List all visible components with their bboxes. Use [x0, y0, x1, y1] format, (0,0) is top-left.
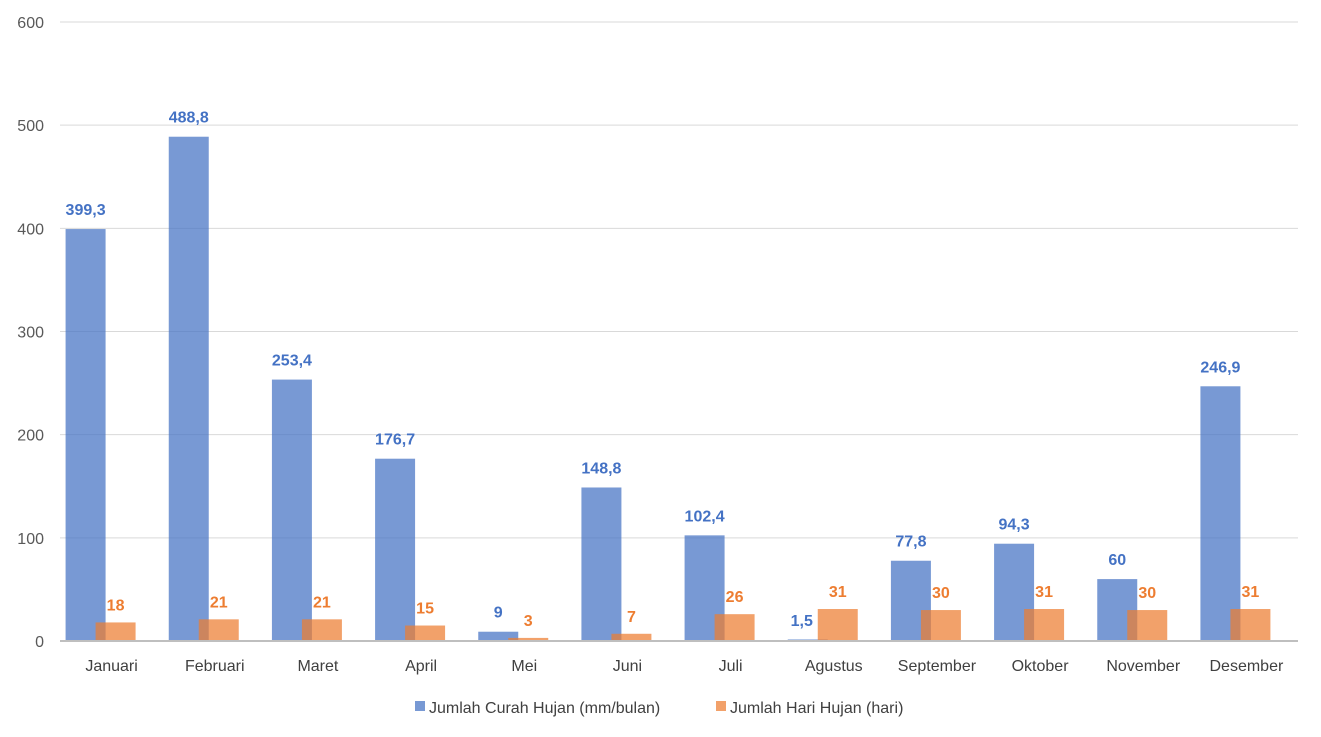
y-axis-ticks: 0 100 200 300 400 500 600	[17, 15, 44, 651]
data-label-rainfall: 77,8	[895, 534, 926, 551]
data-label-rainfall: 9	[494, 605, 503, 622]
data-label-rain-days: 21	[210, 594, 228, 611]
legend-label-rainfall: Jumlah Curah Hujan (mm/bulan)	[429, 700, 660, 717]
bar-rain-days	[198, 619, 239, 641]
legend-swatch-rainfall	[415, 701, 425, 711]
x-category-label: Januari	[85, 658, 137, 675]
bar-rain-days	[714, 614, 755, 641]
bar-rain-days	[611, 633, 652, 641]
x-category-label: September	[898, 658, 977, 675]
data-label-rainfall: 253,4	[272, 353, 312, 370]
y-tick-label: 100	[17, 531, 44, 548]
data-label-rainfall: 176,7	[375, 432, 415, 449]
bar-rain-days	[1230, 609, 1271, 641]
bar-rainfall	[168, 136, 209, 642]
legend-swatch-rain-days	[716, 701, 726, 711]
bar-rainfall	[65, 229, 106, 642]
data-label-rainfall: 246,9	[1200, 359, 1240, 376]
data-label-rain-days: 31	[1242, 584, 1260, 601]
category-labels: Januari Februari Maret April Mei Juni Juli Agus…	[85, 658, 1284, 675]
bar-rainfall	[271, 379, 312, 641]
gridlines	[60, 21, 1298, 539]
x-category-label: Februari	[185, 658, 245, 675]
x-category-label: Mei	[511, 658, 537, 675]
bar-rain-days	[1024, 609, 1065, 641]
data-label-rain-days: 21	[313, 594, 331, 611]
bar-rain-days	[920, 610, 961, 641]
bar-rainfall	[581, 487, 622, 641]
data-label-rainfall: 488,8	[169, 110, 209, 127]
data-label-rain-days: 30	[932, 585, 950, 602]
bar-rain-days	[301, 619, 342, 641]
data-label-rainfall: 399,3	[66, 202, 106, 219]
data-label-rain-days: 31	[829, 584, 847, 601]
data-label-rain-days: 7	[627, 609, 636, 626]
legend: Jumlah Curah Hujan (mm/bulan) Jumlah Har…	[415, 700, 903, 717]
data-label-rainfall: 94,3	[999, 517, 1030, 534]
y-tick-label: 200	[17, 428, 44, 445]
x-category-label: April	[405, 658, 437, 675]
x-category-label: Agustus	[805, 658, 863, 675]
bars	[65, 136, 1271, 642]
x-category-label: Oktober	[1012, 658, 1070, 675]
x-category-label: Juli	[719, 658, 743, 675]
x-category-label: Juni	[613, 658, 642, 675]
data-labels: 399,3 18 488,8 21 253,4 21 176,7 15 9 3 148,8 7 102,…	[66, 110, 1260, 630]
data-label-rain-days: 15	[416, 601, 434, 618]
legend-label-rain-days: Jumlah Hari Hujan (hari)	[730, 700, 903, 717]
y-tick-label: 400	[17, 221, 44, 238]
bar-rainfall	[1200, 386, 1241, 641]
data-label-rain-days: 18	[107, 597, 125, 614]
data-label-rain-days: 3	[524, 613, 533, 630]
bar-rainfall	[478, 631, 519, 641]
x-category-label: Maret	[297, 658, 338, 675]
y-tick-label: 300	[17, 325, 44, 342]
bar-rain-days	[405, 625, 446, 641]
x-category-label: Desember	[1210, 658, 1284, 675]
bar-rain-days	[95, 622, 136, 641]
bar-rain-days	[1127, 610, 1168, 641]
data-label-rainfall: 102,4	[685, 508, 725, 525]
y-tick-label: 500	[17, 118, 44, 135]
bar-rainfall	[375, 458, 416, 641]
data-label-rainfall: 1,5	[791, 613, 813, 630]
y-tick-label: 600	[17, 15, 44, 32]
data-label-rain-days: 30	[1138, 585, 1156, 602]
y-tick-label: 0	[35, 634, 44, 651]
data-label-rainfall: 148,8	[581, 460, 621, 477]
data-label-rainfall: 60	[1108, 552, 1126, 569]
x-category-label: November	[1106, 658, 1180, 675]
bar-rain-days	[817, 609, 858, 641]
bar-rain-days	[508, 637, 549, 641]
data-label-rain-days: 31	[1035, 584, 1053, 601]
data-label-rain-days: 26	[726, 589, 744, 606]
